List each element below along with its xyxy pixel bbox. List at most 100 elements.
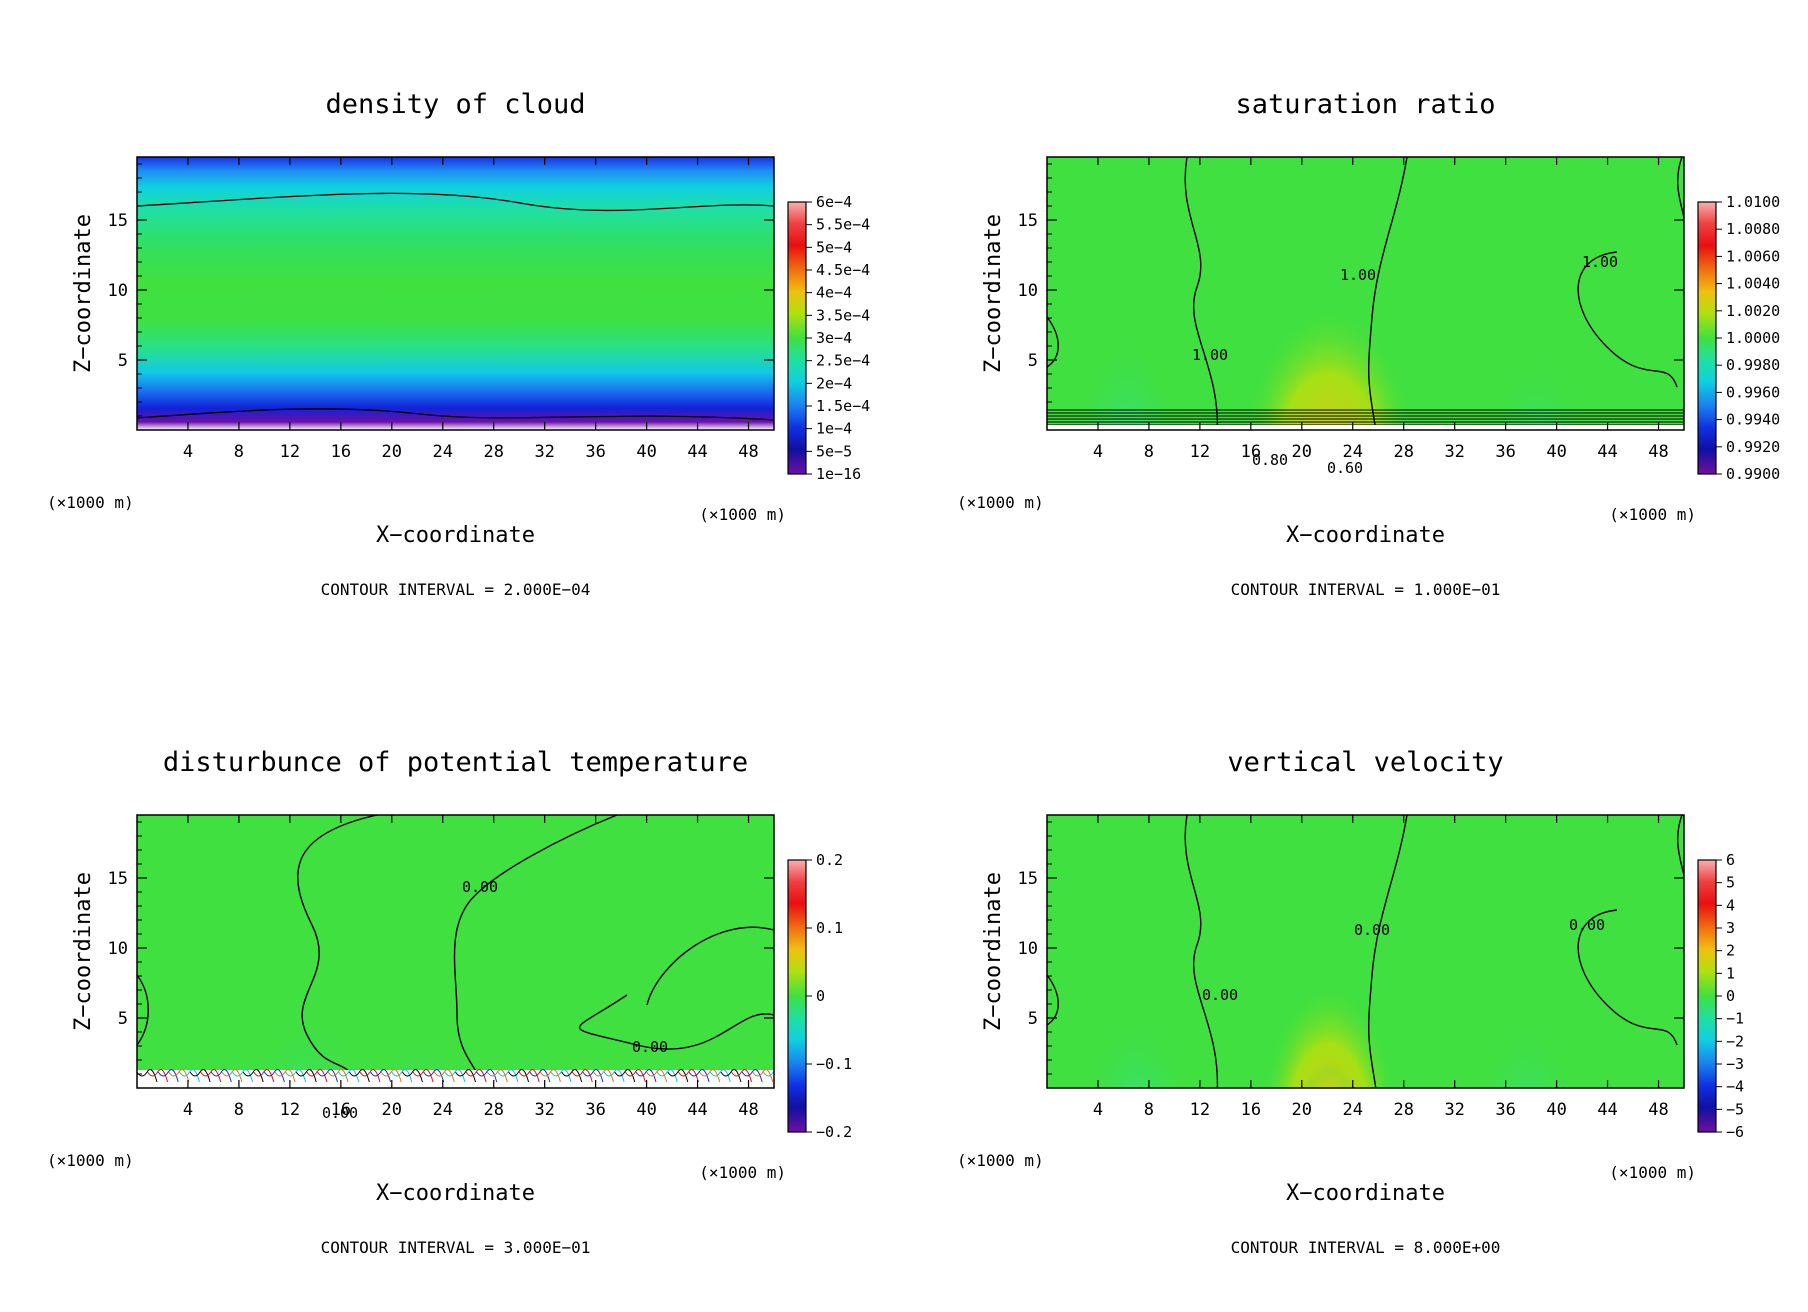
colorbar-label: −0.1 [816, 1055, 852, 1073]
x-tick-label: 28 [1393, 442, 1413, 462]
y-axis-label: Z−coordinate [71, 872, 96, 1031]
colorbar-label: 1.0100 [1726, 193, 1780, 211]
chart-title: vertical velocity [1227, 747, 1503, 778]
y-tick-label: 10 [108, 281, 128, 301]
colorbar-label: −5 [1726, 1100, 1744, 1118]
contour-region [376, 1020, 462, 1088]
colorbar-label: 1.0040 [1726, 275, 1780, 293]
contour-field [137, 815, 774, 1088]
contour-field [137, 157, 774, 430]
x-tick-label: 44 [1597, 1100, 1617, 1120]
y-axis-label: Z−coordinate [71, 214, 96, 373]
x-tick-label: 24 [1343, 1100, 1363, 1120]
colorbar-label: 1.0060 [1726, 247, 1780, 265]
x-tick-label: 8 [1144, 1100, 1154, 1120]
colorbar-label: −6 [1726, 1123, 1744, 1141]
contour-line [1047, 974, 1059, 1026]
y-tick-label: 10 [1018, 939, 1038, 959]
contour-line [1047, 316, 1059, 368]
y-tick-label: 5 [118, 351, 128, 371]
contour-region [1533, 1204, 1561, 1244]
contour-line [1047, 417, 1684, 421]
contour-line [579, 994, 774, 1050]
x-tick-label: 36 [1495, 442, 1515, 462]
colorbar-label: 6 [1726, 851, 1735, 869]
colorbar-label: 0.9900 [1726, 465, 1780, 483]
colorbar-label: 2.5e−4 [816, 352, 870, 370]
colorbar-label: −0.2 [816, 1123, 852, 1141]
x-tick-label: 12 [1190, 1100, 1210, 1120]
y-axis-label: Z−coordinate [981, 872, 1006, 1031]
x-tick-label: 48 [1648, 1100, 1668, 1120]
x-tick-label: 48 [738, 1100, 758, 1120]
contour-region [1482, 343, 1592, 430]
x-tick-label: 4 [183, 442, 193, 462]
colorbar-label: 0.9980 [1726, 356, 1780, 374]
contour-region [244, 1000, 370, 1088]
y-tick-label: 15 [108, 211, 128, 231]
colorbar-label: −4 [1726, 1078, 1744, 1096]
contour-line [1368, 815, 1408, 1088]
colorbar-label: 1.0020 [1726, 302, 1780, 320]
colorbar-label: 1.0000 [1726, 329, 1780, 347]
x-tick-label: 16 [331, 442, 351, 462]
colorbar-label: 5.5e−4 [816, 216, 870, 234]
contour-value-label: 0.60 [1327, 459, 1363, 477]
contour-interval-label: CONTOUR INTERVAL = 8.000E+00 [1231, 1238, 1501, 1257]
colorbar-label: 6e−4 [816, 193, 852, 211]
contour-field [1047, 157, 1684, 430]
contour-region [1507, 1203, 1531, 1243]
x-tick-label: 44 [687, 442, 707, 462]
contour-value-label: 0.00 [1354, 921, 1390, 939]
colorbar-label: 1e−16 [816, 465, 861, 483]
colorbar-label: 0.1 [816, 919, 843, 937]
x-tick-label: 32 [1444, 1100, 1464, 1120]
contour-line [137, 408, 774, 421]
contour-region [349, 1054, 405, 1088]
colorbar-label: −3 [1726, 1055, 1744, 1073]
x-tick-label: 24 [1343, 442, 1363, 462]
x-axis-label: X−coordinate [1286, 523, 1445, 548]
colorbar-label: 0.9940 [1726, 411, 1780, 429]
contour-value-label: 0.00 [1202, 986, 1238, 1004]
surface-band [137, 1069, 774, 1088]
contour-line [137, 974, 149, 1046]
colorbar-label: 1 [1726, 964, 1735, 982]
contour-interval-label: CONTOUR INTERVAL = 1.000E−01 [1231, 580, 1501, 599]
x-tick-label: 44 [1597, 442, 1617, 462]
contour-line [1047, 414, 1684, 418]
x-tick-label: 40 [1546, 442, 1566, 462]
x-tick-label: 48 [738, 442, 758, 462]
contour-line [1368, 157, 1408, 430]
x-tick-label: 28 [483, 442, 503, 462]
x-tick-label: 40 [636, 442, 656, 462]
colorbar-label: 4e−4 [816, 284, 852, 302]
surface-band [1047, 425, 1684, 430]
x-tick-label: 20 [1292, 1100, 1312, 1120]
x-unit-label: (×1000 m) [699, 1163, 786, 1182]
x-tick-label: 36 [585, 1100, 605, 1120]
x-tick-label: 40 [1546, 1100, 1566, 1120]
contour-line [1677, 157, 1684, 221]
contour-value-label: 0.00 [1569, 916, 1605, 934]
contour-region [1262, 983, 1396, 1088]
contour-region [1081, 1002, 1193, 1088]
x-tick-label: 8 [234, 1100, 244, 1120]
contour-field [1047, 815, 1684, 1244]
y-tick-label: 5 [118, 1009, 128, 1029]
contour-value-label: 0.00 [322, 1104, 358, 1122]
contour-line [137, 192, 774, 212]
colorbar-label: 4.5e−4 [816, 261, 870, 279]
contour-line [1184, 815, 1219, 1088]
contour-region [1082, 1195, 1110, 1243]
contour-region [1069, 325, 1185, 430]
x-tick-label: 32 [1444, 442, 1464, 462]
contour-value-label: 1.00 [1582, 253, 1618, 271]
x-tick-label: 48 [1648, 442, 1668, 462]
colorbar-label: 3.5e−4 [816, 306, 870, 324]
